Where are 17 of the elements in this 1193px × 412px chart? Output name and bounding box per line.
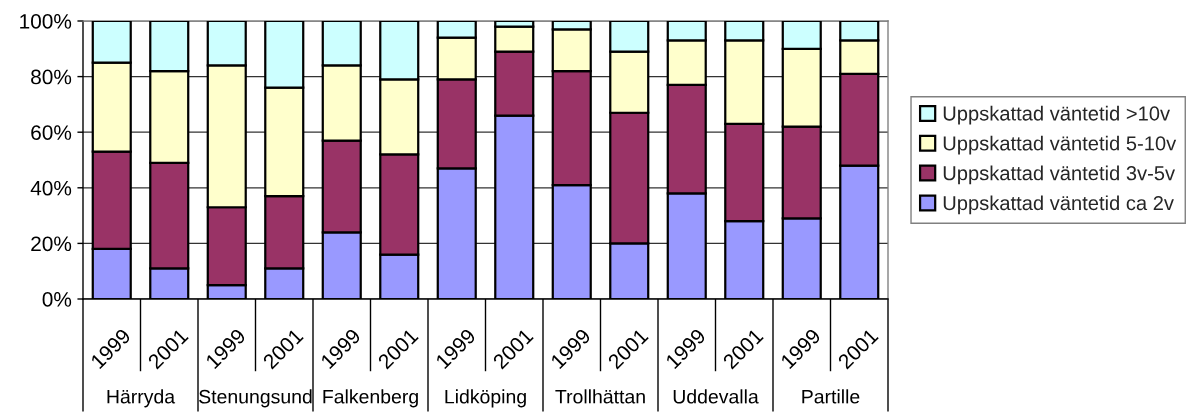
text: Partille [802,389,860,404]
y-tick-label: 0% [42,292,72,307]
text: Stenungsund [199,389,312,408]
legend-label: Uppskattad väntetid 5-10v [943,135,1177,155]
y-tick-label: 60% [31,125,72,140]
legend-label: Uppskattad väntetid ca 2v [943,195,1174,215]
y-tick-label: 20% [31,236,72,252]
text: Trollhättan [555,389,645,404]
text: Lidköping [445,389,526,408]
text: Härryda [107,389,176,408]
legend-label: Uppskattad väntetid >10v [943,105,1170,125]
text: Falkenberg [323,389,418,408]
text: Uddevalla [673,389,759,404]
y-tick-label: 100% [20,14,72,29]
y-tick-label: 40% [30,180,72,196]
y-tick-label: 80% [31,69,72,85]
legend-label: Uppskattad väntetid 3v-5v [943,165,1176,185]
